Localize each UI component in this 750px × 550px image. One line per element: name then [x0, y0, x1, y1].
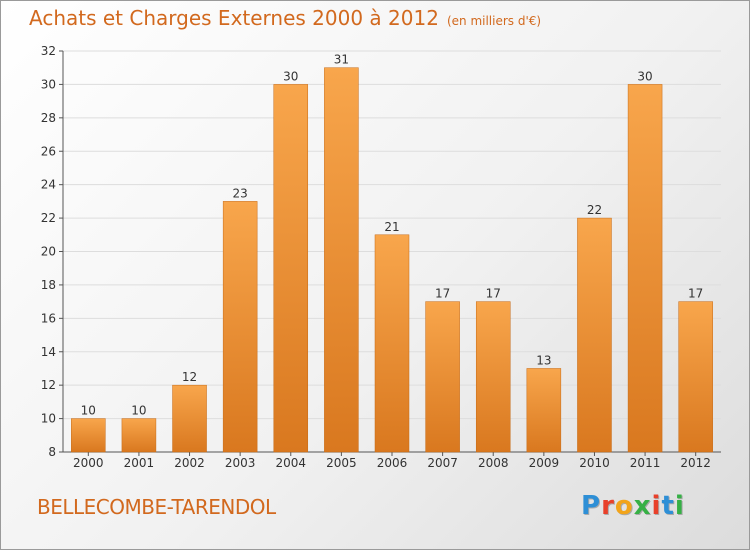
- y-tick-label: 26: [41, 144, 56, 158]
- x-tick-label-2010: 2010: [579, 456, 610, 470]
- y-tick-label: 16: [41, 311, 56, 325]
- data-label-2001: 10: [131, 404, 146, 418]
- y-tick-label: 32: [41, 44, 56, 58]
- bar-2002: [172, 384, 207, 453]
- x-tick-label-2007: 2007: [427, 456, 458, 470]
- x-tick-label-2005: 2005: [326, 456, 357, 470]
- y-tick-label: 18: [41, 278, 56, 292]
- y-tick-label: 30: [41, 77, 56, 91]
- bar-2008: [475, 301, 511, 453]
- y-tick-label: 24: [41, 178, 56, 192]
- data-label-2007: 17: [435, 287, 450, 301]
- bar-2004: [273, 84, 309, 453]
- bar-2009: [526, 368, 562, 453]
- logo-letter: i: [674, 491, 685, 521]
- y-tick-label: 14: [41, 345, 56, 359]
- x-tick-label-2001: 2001: [124, 456, 155, 470]
- data-label-2000: 10: [81, 404, 96, 418]
- data-label-2005: 31: [334, 53, 349, 67]
- bar-2000: [71, 418, 106, 453]
- chart-subtitle: (en milliers d'€): [446, 14, 542, 28]
- y-tick-label: 28: [41, 111, 56, 125]
- data-label-2003: 23: [233, 186, 248, 200]
- axes: 8 10 12 14 16 18 20 22 24 26 28 30 32 2000 2001 2002 200…: [41, 44, 721, 470]
- bars: [71, 67, 713, 453]
- x-tick-label-2011: 2011: [630, 456, 661, 470]
- data-label-2009: 13: [536, 353, 551, 367]
- data-label-2006: 21: [384, 220, 399, 234]
- logo-letter: i: [651, 491, 662, 521]
- logo-letter: t: [661, 491, 675, 521]
- x-tick-label-2004: 2004: [275, 456, 306, 470]
- data-label-2011: 30: [637, 69, 652, 83]
- x-tick-label-2009: 2009: [529, 456, 560, 470]
- y-tick-label: 8: [48, 445, 56, 459]
- x-tick-label-2003: 2003: [225, 456, 256, 470]
- bar-2001: [121, 418, 157, 453]
- bar-2010: [577, 217, 612, 453]
- data-label-2008: 17: [486, 287, 501, 301]
- x-tick-label-2008: 2008: [478, 456, 509, 470]
- logo-letter: x: [633, 491, 652, 521]
- logo-letter: o: [614, 491, 634, 521]
- data-label-2004: 30: [283, 69, 298, 83]
- bar-2003: [222, 201, 258, 453]
- y-tick-label: 10: [41, 412, 56, 426]
- bar-2011: [627, 84, 663, 453]
- x-tick-label-2002: 2002: [174, 456, 205, 470]
- y-tick-label: 12: [41, 378, 56, 392]
- y-tick-label: 22: [41, 211, 56, 225]
- x-tick-label-2000: 2000: [73, 456, 104, 470]
- logo-letter: P: [581, 491, 602, 521]
- chart-title-text: Achats et Charges Externes 2000 à 2012: [29, 6, 439, 30]
- data-labels: 10 10 12 23 30 31 21 17 17 13 22 30 17: [81, 53, 704, 418]
- logo-letter: r: [601, 491, 615, 521]
- town-name: BELLECOMBE-TARENDOL: [37, 495, 276, 519]
- bar-2006: [374, 234, 410, 453]
- bar-2012: [678, 301, 713, 453]
- proxiti-logo[interactable]: Proxiti: [581, 491, 685, 521]
- x-tick-label-2006: 2006: [377, 456, 408, 470]
- bar-2005: [324, 67, 359, 453]
- x-tick-label-2012: 2012: [680, 456, 711, 470]
- y-tick-label: 20: [41, 245, 56, 259]
- data-label-2002: 12: [182, 370, 197, 384]
- bar-2007: [425, 301, 460, 453]
- data-label-2010: 22: [587, 203, 602, 217]
- chart-title: Achats et Charges Externes 2000 à 2012 (e…: [29, 6, 541, 30]
- data-label-2012: 17: [688, 287, 703, 301]
